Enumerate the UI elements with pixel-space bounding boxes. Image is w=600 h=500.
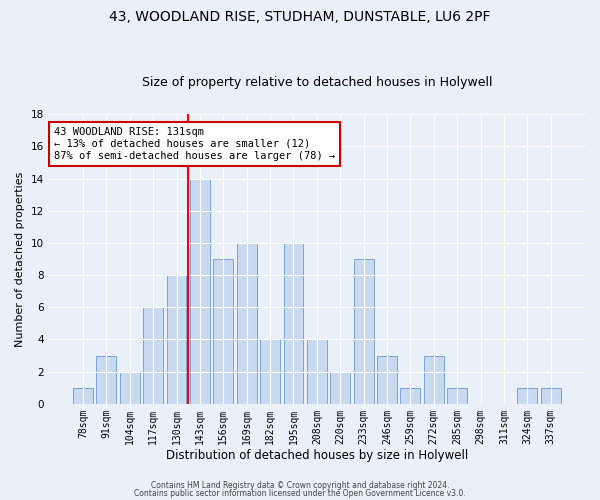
Title: Size of property relative to detached houses in Holywell: Size of property relative to detached ho… bbox=[142, 76, 492, 90]
Text: Contains public sector information licensed under the Open Government Licence v3: Contains public sector information licen… bbox=[134, 488, 466, 498]
Bar bbox=[120, 372, 140, 404]
Bar bbox=[447, 388, 467, 404]
Text: 43, WOODLAND RISE, STUDHAM, DUNSTABLE, LU6 2PF: 43, WOODLAND RISE, STUDHAM, DUNSTABLE, L… bbox=[109, 10, 491, 24]
Bar bbox=[73, 388, 93, 404]
Bar bbox=[167, 275, 187, 404]
Bar bbox=[541, 388, 560, 404]
Bar bbox=[97, 356, 116, 404]
Bar bbox=[353, 259, 374, 404]
Text: Contains HM Land Registry data © Crown copyright and database right 2024.: Contains HM Land Registry data © Crown c… bbox=[151, 481, 449, 490]
Bar bbox=[424, 356, 443, 404]
Bar bbox=[214, 259, 233, 404]
Bar bbox=[190, 178, 210, 404]
Bar bbox=[400, 388, 421, 404]
X-axis label: Distribution of detached houses by size in Holywell: Distribution of detached houses by size … bbox=[166, 450, 468, 462]
Bar bbox=[143, 308, 163, 404]
Text: 43 WOODLAND RISE: 131sqm
← 13% of detached houses are smaller (12)
87% of semi-d: 43 WOODLAND RISE: 131sqm ← 13% of detach… bbox=[54, 128, 335, 160]
Y-axis label: Number of detached properties: Number of detached properties bbox=[15, 172, 25, 346]
Bar bbox=[284, 243, 304, 404]
Bar bbox=[307, 340, 327, 404]
Bar bbox=[517, 388, 537, 404]
Bar bbox=[237, 243, 257, 404]
Bar bbox=[260, 340, 280, 404]
Bar bbox=[377, 356, 397, 404]
Bar bbox=[330, 372, 350, 404]
